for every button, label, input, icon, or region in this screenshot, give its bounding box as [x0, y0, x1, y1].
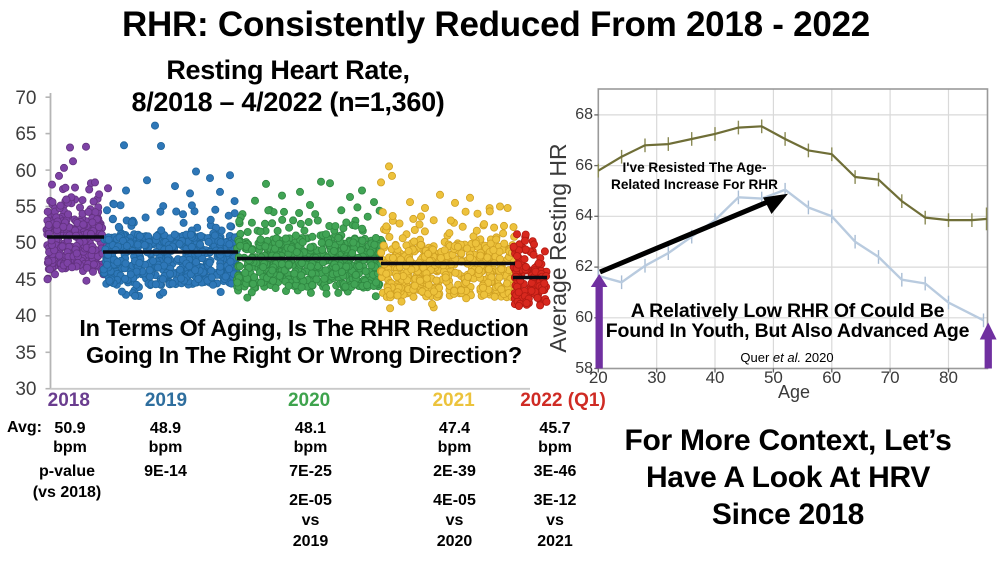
svg-text:Average Resting HR: Average Resting HR — [545, 143, 571, 352]
